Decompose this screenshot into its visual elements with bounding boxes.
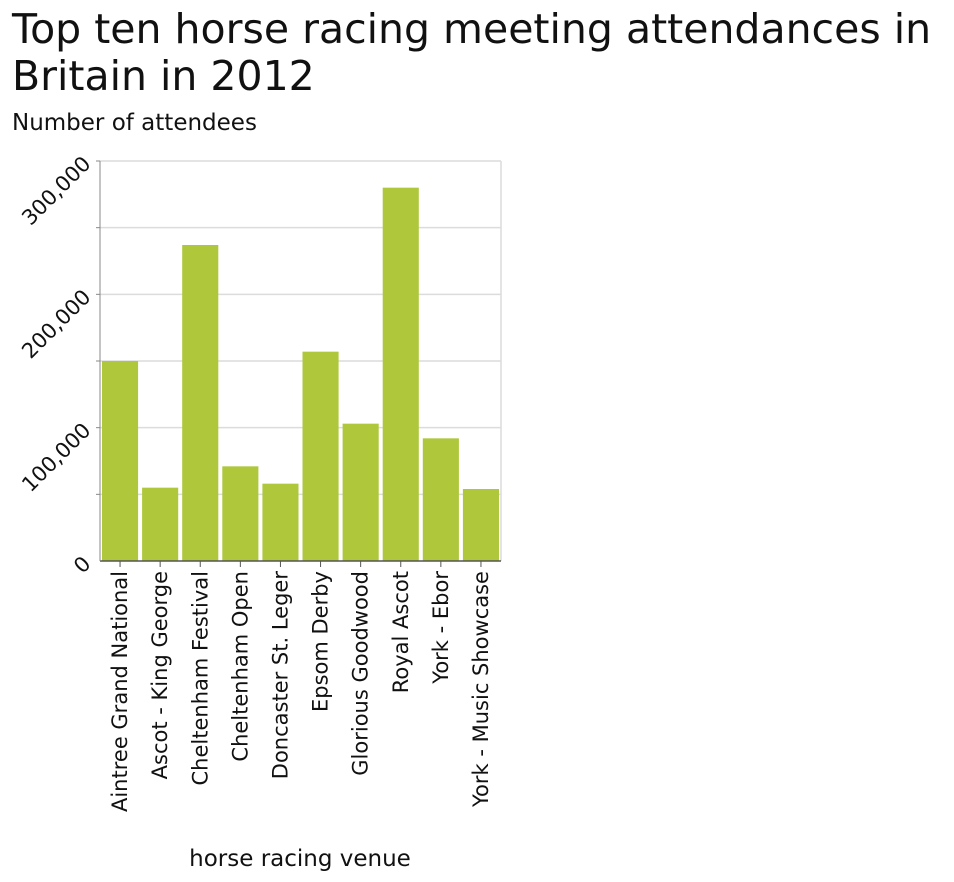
x-tick-label: Cheltenham Open [228, 571, 252, 762]
bar-5 [302, 351, 339, 561]
x-tick-label: Epsom Derby [309, 571, 333, 712]
chart-title: Top ten horse racing meeting attendances… [12, 5, 932, 100]
x-tick-label: York - Music Showcase [469, 571, 493, 808]
bar-3 [222, 466, 259, 561]
y-ticks: 0 100,000 200,000 300,000 [17, 152, 95, 578]
y-tick-label: 0 [69, 552, 95, 578]
bar-0 [102, 361, 139, 561]
x-tick-label: Ascot - King George [148, 571, 172, 779]
x-tick-label: Glorious Goodwood [349, 571, 373, 776]
bar-6 [342, 423, 379, 561]
bar-1 [142, 487, 179, 561]
bar-7 [382, 187, 419, 561]
x-ticks: Aintree Grand National Ascot - King Georg… [108, 561, 493, 812]
x-axis-label: horse racing venue [189, 846, 411, 872]
bars [102, 187, 499, 561]
x-tick-label: Aintree Grand National [108, 571, 132, 812]
bar-9 [462, 489, 499, 561]
y-tick-label: 100,000 [17, 418, 95, 496]
y-tick-label: 200,000 [17, 285, 95, 363]
axes [96, 160, 501, 562]
x-tick-label: Cheltenham Festival [188, 571, 212, 786]
x-tick-label: York - Ebor [429, 571, 453, 685]
y-tick-label: 300,000 [17, 152, 95, 230]
bar-2 [182, 245, 219, 561]
x-tick-label: Doncaster St. Leger [268, 571, 292, 780]
y-axis-label: Number of attendees [12, 110, 257, 136]
bar-8 [422, 438, 459, 561]
x-tick-label: Royal Ascot [389, 571, 413, 693]
bar-4 [262, 483, 299, 561]
